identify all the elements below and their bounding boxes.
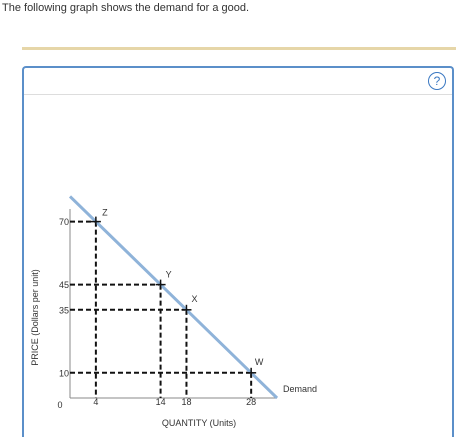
question-circle-icon[interactable]: ?: [428, 72, 446, 90]
x-axis-title: QUANTITY (Units): [162, 418, 236, 428]
demand-series: Demand: [68, 195, 317, 400]
panel-header: ?: [24, 68, 452, 95]
guide-lines: [70, 220, 253, 398]
point-label-Z: Z: [102, 208, 108, 218]
point-markers: Z Y X W: [90, 208, 264, 378]
y-tick-label-35: 35: [59, 305, 69, 315]
y-tick-label-45: 45: [59, 280, 69, 290]
y-tick-label-10: 10: [59, 368, 69, 378]
point-label-X: X: [191, 294, 197, 304]
axes: [69, 209, 278, 399]
y-axis-title: PRICE (Dollars per unit): [30, 269, 40, 366]
point-label-W: W: [255, 357, 264, 367]
divider: [22, 47, 456, 50]
x-tick-label-28: 28: [246, 397, 256, 407]
demand-line: [68, 195, 279, 400]
x-tick-label-18: 18: [181, 397, 191, 407]
x-tick-label-14: 14: [156, 397, 166, 407]
origin-label: 0: [57, 400, 62, 410]
point-label-Y: Y: [166, 270, 172, 280]
question-text: The following graph shows the demand for…: [2, 2, 250, 14]
demand-series-label: Demand: [283, 384, 317, 394]
y-tick-label-70: 70: [59, 217, 69, 227]
x-tick-label-4: 4: [93, 397, 98, 407]
graph-panel: ?: [22, 66, 454, 437]
axis-labels: 10 35 45 70 4 14 18 28 0 QUANTITY (Units) PRICE (D…: [30, 217, 256, 428]
